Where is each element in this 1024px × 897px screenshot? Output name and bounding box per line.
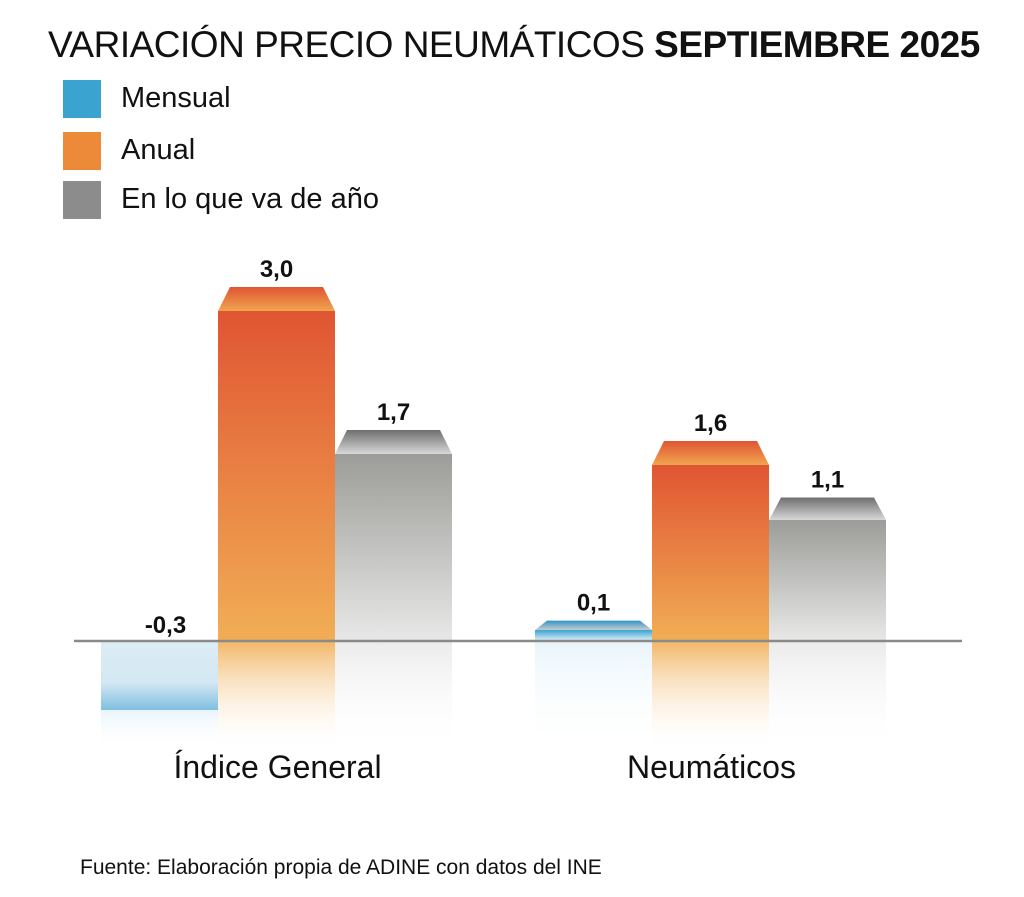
legend-label-en-lo-que-va-de-ano: En lo que va de año [121, 183, 379, 215]
bar-reflection-mensual-neumaticos [535, 641, 652, 751]
bar-en-lo-que-va-de-ano-indice-general [335, 454, 452, 641]
data-label-mensual-neumaticos: 0,1 [577, 590, 610, 617]
data-label-anual-indice-general: 3,0 [260, 256, 293, 283]
data-label-anual-neumaticos: 1,6 [694, 410, 727, 437]
chart-title-main: VARIACIÓN PRECIO NEUMÁTICOS [48, 24, 645, 65]
chart-title: VARIACIÓN PRECIO NEUMÁTICOS SEPTIEMBRE 2… [48, 24, 980, 66]
bar-anual-indice-general [218, 311, 335, 641]
bar-cap-en-lo-que-va-de-ano-indice-general [335, 430, 452, 454]
bar-reflection-mensual-indice-general [101, 710, 218, 750]
legend-swatch-mensual [63, 80, 101, 118]
data-label-en-lo-que-va-de-ano-indice-general: 1,7 [377, 399, 410, 426]
chart-title-bold: SEPTIEMBRE 2025 [654, 24, 980, 65]
data-label-mensual-indice-general: -0,3 [145, 612, 186, 639]
bar-reflection-en-lo-que-va-de-ano-indice-general [335, 641, 452, 751]
bar-mensual-neumaticos [535, 630, 652, 641]
bar-anual-neumaticos [652, 465, 769, 641]
legend-swatch-en-lo-que-va-de-ano [63, 181, 101, 219]
legend-label-mensual: Mensual [121, 82, 231, 114]
bar-reflection-en-lo-que-va-de-ano-neumaticos [769, 641, 886, 751]
legend-label-anual: Anual [121, 134, 196, 166]
bar-en-lo-que-va-de-ano-neumaticos [769, 520, 886, 641]
category-label-neumaticos: Neumáticos [627, 749, 796, 785]
bar-cap-en-lo-que-va-de-ano-neumaticos [769, 497, 886, 520]
legend-swatch-anual [63, 132, 101, 170]
bar-reflection-anual-indice-general [218, 641, 335, 751]
category-label-indice-general: Índice General [173, 749, 381, 785]
bar-reflection-anual-neumaticos [652, 641, 769, 751]
bar-cap-anual-neumaticos [652, 441, 769, 465]
source-note: Fuente: Elaboración propia de ADINE con … [80, 856, 602, 879]
bar-mensual-indice-general [101, 641, 218, 710]
bar-cap-anual-indice-general [218, 287, 335, 311]
data-label-en-lo-que-va-de-ano-neumaticos: 1,1 [811, 466, 844, 493]
bar-cap-mensual-neumaticos [535, 620, 652, 630]
